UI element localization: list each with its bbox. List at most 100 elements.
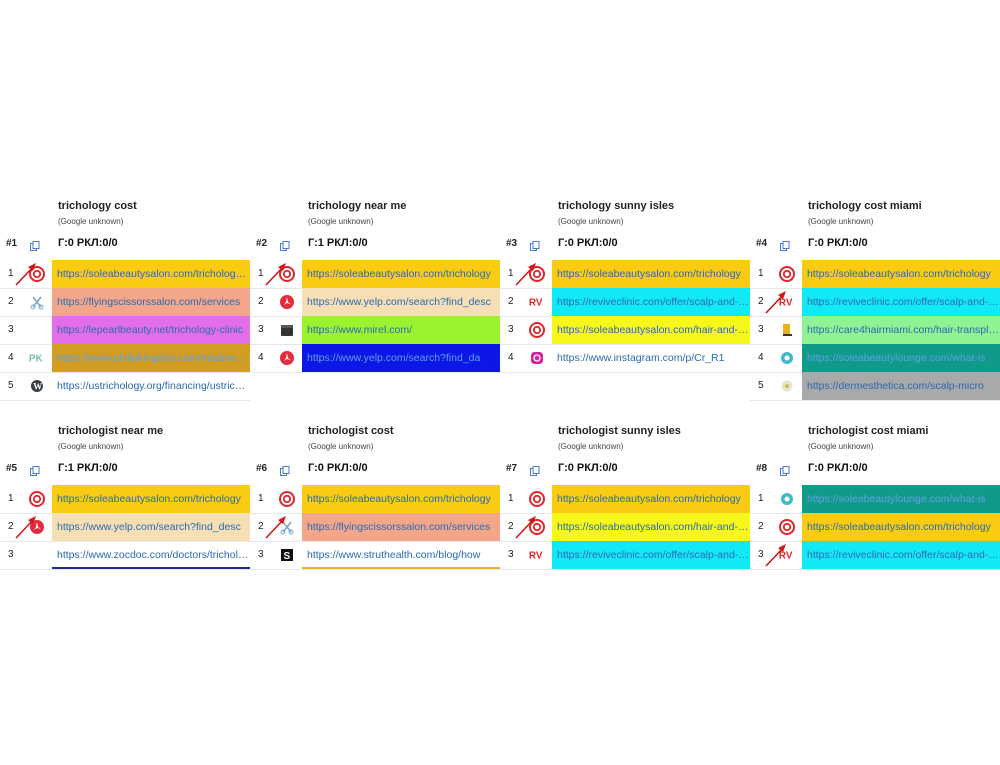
rv-logo-icon: RV <box>778 293 796 311</box>
result-url-link[interactable]: https://www.mirel.com/ <box>302 316 500 344</box>
panel-index: #6 <box>256 463 268 474</box>
result-url-link[interactable]: https://www.instagram.com/p/Cr_R1 <box>557 352 725 364</box>
copy-icon[interactable] <box>780 463 790 476</box>
result-row: 2 RV https://reviveclinic.com/offer/scalp-… <box>750 288 1000 317</box>
result-url-link[interactable]: https://www.yelp.com/search?find_da <box>302 344 500 372</box>
result-row: 1 https://soleabeautysalon.com/trichology <box>250 260 500 289</box>
spiral-logo-icon <box>28 490 46 508</box>
panel-stats: Г:0 РКЛ:0/0 <box>558 462 618 474</box>
copy-icon[interactable] <box>530 463 540 476</box>
result-rank: 3 <box>8 324 14 335</box>
search-engine-label: (Google unknown) <box>58 217 124 226</box>
result-rank: 4 <box>8 352 14 363</box>
search-engine-label: (Google unknown) <box>58 442 124 451</box>
result-row: 4 PK https://www.philipkingsley.com/treatm… <box>0 344 250 373</box>
panel-stats: Г:0 РКЛ:0/0 <box>558 237 618 249</box>
result-url-link[interactable]: https://soleabeautysalon.com/trichology <box>802 513 1000 541</box>
result-url-link[interactable]: https://reviveclinic.com/offer/scalp-and… <box>552 288 750 316</box>
result-url-link[interactable]: https://soleabeautysalon.com/trichology <box>302 485 500 513</box>
flower-logo-icon <box>778 377 796 395</box>
query-title: trichology cost miami <box>808 200 922 212</box>
result-rank: 2 <box>8 521 14 532</box>
panel-stats: Г:0 РКЛ:0/0 <box>808 462 868 474</box>
result-rank: 3 <box>508 549 514 560</box>
panel-index: #1 <box>6 238 18 249</box>
result-rank: 4 <box>258 352 264 363</box>
copy-icon[interactable] <box>30 463 40 476</box>
copy-icon[interactable] <box>30 238 40 251</box>
result-row: 3 https://lepearlbeauty.net/trichology-cl… <box>0 316 250 345</box>
result-url-link[interactable]: https://soleabeautysalon.com/hair-and-sc… <box>552 316 750 344</box>
result-rank: 4 <box>508 352 514 363</box>
rv-logo-icon: RV <box>778 546 796 564</box>
result-url-link[interactable]: https://www.zocdoc.com/doctors/tricholog… <box>52 541 250 569</box>
spiral-logo-icon <box>28 265 46 283</box>
result-rank: 2 <box>758 521 764 532</box>
wordpress-icon: W <box>28 377 46 395</box>
result-rank: 4 <box>758 352 764 363</box>
result-row: 1 https://soleabeautysalon.com/trichology <box>500 260 750 289</box>
result-row: 1 https://soleabeautysalon.com/trichology… <box>0 260 250 289</box>
s-logo-icon: S <box>278 546 296 564</box>
spiral-logo-icon <box>278 490 296 508</box>
result-url-link[interactable]: https://www.struthealth.com/blog/how <box>302 541 500 569</box>
copy-icon[interactable] <box>280 463 290 476</box>
result-url-link[interactable]: https://soleabeautysalon.com/trichology-… <box>52 260 250 288</box>
result-rank: 1 <box>258 268 264 279</box>
query-title: trichology near me <box>308 200 407 212</box>
result-url-link[interactable]: https://reviveclinic.com/offer/scalp-and… <box>802 288 1000 316</box>
result-url-link[interactable]: https://flyingscissorssalon.com/services <box>302 513 500 541</box>
copy-icon[interactable] <box>280 238 290 251</box>
panel-stats: Г:1 РКЛ:0/0 <box>308 237 368 249</box>
result-url-link[interactable]: https://reviveclinic.com/offer/scalp-and… <box>802 541 1000 569</box>
copy-icon[interactable] <box>780 238 790 251</box>
spiral-logo-icon <box>528 321 546 339</box>
result-url-link[interactable]: https://flyingscissorssalon.com/services <box>52 288 250 316</box>
result-url-link[interactable]: https://reviveclinic.com/offer/scalp-and… <box>552 541 750 569</box>
result-url-link[interactable]: https://soleabeautylounge.com/what-is <box>802 344 1000 372</box>
result-url-link[interactable]: https://dermesthetica.com/scalp-micro <box>802 372 1000 400</box>
result-row: 3 https://www.zocdoc.com/doctors/tricholo… <box>0 541 250 570</box>
spiral-logo-icon <box>528 265 546 283</box>
result-url-link[interactable]: https://lepearlbeauty.net/trichology-cli… <box>52 316 250 344</box>
result-url-link[interactable]: https://care4hairmiami.com/hair-transpla… <box>802 316 1000 344</box>
result-url-link[interactable]: https://www.yelp.com/search?find_desc <box>302 288 500 316</box>
result-rank: 2 <box>508 521 514 532</box>
result-url-link[interactable]: https://soleabeautysalon.com/trichology <box>552 485 750 513</box>
result-url-link[interactable]: https://soleabeautylounge.com/what-is <box>802 485 1000 513</box>
result-url-link[interactable]: https://www.philipkingsley.com/treatment… <box>52 344 250 372</box>
panel-stats: Г:0 РКЛ:0/0 <box>58 237 118 249</box>
yelp-icon <box>28 518 46 536</box>
result-row: 1 https://soleabeautysalon.com/trichology <box>750 260 1000 289</box>
rv-logo-icon: RV <box>528 293 546 311</box>
panel-index: #8 <box>756 463 768 474</box>
result-rank: 3 <box>758 324 764 335</box>
svg-text:W: W <box>33 381 42 391</box>
result-rank: 5 <box>758 380 764 391</box>
result-url-link[interactable]: https://soleabeautysalon.com/trichology <box>802 260 1000 288</box>
search-engine-label: (Google unknown) <box>558 217 624 226</box>
result-rank: 1 <box>258 493 264 504</box>
result-rank: 1 <box>758 493 764 504</box>
panel-stats: Г:1 РКЛ:0/0 <box>58 462 118 474</box>
result-rank: 3 <box>258 324 264 335</box>
result-url-link[interactable]: https://soleabeautysalon.com/trichology <box>52 485 250 513</box>
result-url-link[interactable]: https://soleabeautysalon.com/trichology <box>302 260 500 288</box>
result-row: 1 https://soleabeautysalon.com/trichology <box>0 485 250 514</box>
result-rank: 1 <box>508 268 514 279</box>
instagram-icon <box>528 349 546 367</box>
search-engine-label: (Google unknown) <box>308 217 374 226</box>
result-url-link[interactable]: https://soleabeautysalon.com/trichology <box>552 260 750 288</box>
result-url-link[interactable]: https://ustrichology.org/financing/ustri… <box>57 380 250 392</box>
result-url-link[interactable]: https://soleabeautysalon.com/hair-and-sc… <box>552 513 750 541</box>
search-engine-label: (Google unknown) <box>808 217 874 226</box>
spiral-logo-icon <box>278 265 296 283</box>
result-rank: 2 <box>508 296 514 307</box>
spiral-logo-icon <box>778 265 796 283</box>
result-url-link[interactable]: https://www.yelp.com/search?find_desc <box>52 513 250 541</box>
copy-icon[interactable] <box>530 238 540 251</box>
pk-logo-icon: PK <box>28 349 46 367</box>
result-rank: 2 <box>758 296 764 307</box>
